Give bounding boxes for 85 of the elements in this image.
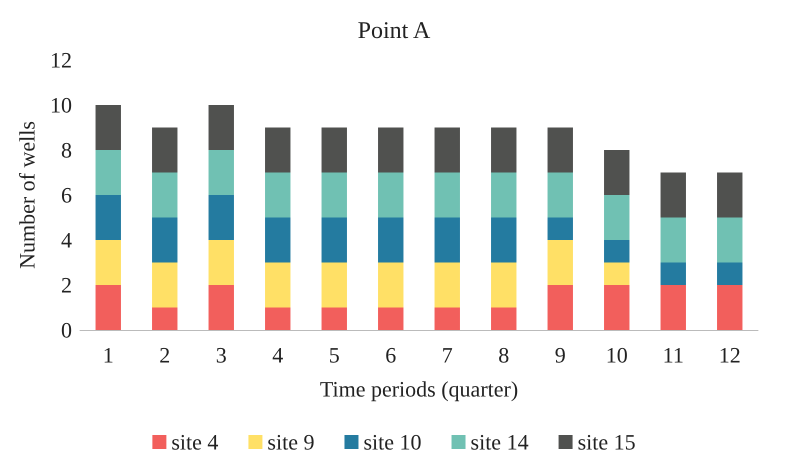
bar <box>378 308 404 330</box>
bar <box>322 308 347 330</box>
bar <box>152 308 178 330</box>
bar <box>322 262 347 308</box>
bar <box>604 150 630 195</box>
bar <box>96 150 121 195</box>
bar <box>434 262 460 308</box>
y-tick-label: 4 <box>61 228 72 252</box>
bar <box>604 195 630 240</box>
y-tick-label: 2 <box>61 272 72 298</box>
bar <box>548 218 573 240</box>
bar <box>152 262 178 308</box>
bar <box>96 105 121 150</box>
bar <box>152 172 178 218</box>
bar <box>208 195 234 240</box>
x-tick-label: 11 <box>662 342 684 368</box>
x-tick-label: 4 <box>272 342 284 368</box>
bar <box>548 172 573 218</box>
bar <box>604 285 630 330</box>
bar <box>434 128 460 172</box>
x-tick-label: 1 <box>102 342 114 368</box>
x-tick-label: 3 <box>216 342 227 368</box>
bar <box>434 308 460 330</box>
bar <box>208 285 234 330</box>
x-tick-label: 6 <box>385 342 396 368</box>
bar <box>660 262 686 285</box>
x-tick-label: 12 <box>718 342 741 368</box>
bar <box>96 285 121 330</box>
y-axis-title: Number of wells <box>14 121 40 269</box>
bar <box>378 262 404 308</box>
bar <box>322 128 347 172</box>
bar <box>265 218 290 262</box>
bar <box>378 218 404 262</box>
bar <box>548 240 573 285</box>
bar <box>491 128 516 172</box>
bar <box>604 262 630 285</box>
bar <box>208 240 234 285</box>
bar <box>548 128 573 172</box>
bar <box>717 218 742 262</box>
bar <box>152 128 178 172</box>
bar <box>434 218 460 262</box>
bar <box>265 262 290 308</box>
bar <box>265 308 290 330</box>
bar <box>378 128 404 172</box>
bar <box>265 128 290 172</box>
x-tick-label: 10 <box>606 342 628 368</box>
bar <box>660 172 686 218</box>
legend-label: site 10 <box>363 430 422 454</box>
x-tick-label: 5 <box>328 342 340 368</box>
bar <box>491 262 516 308</box>
bar <box>491 172 516 218</box>
chart-title: Point A <box>358 18 432 44</box>
y-tick-label: 8 <box>61 138 72 162</box>
legend-label: site 9 <box>267 430 314 454</box>
bar <box>717 262 742 285</box>
y-tick-label: 12 <box>50 48 72 72</box>
bar <box>548 285 573 330</box>
bar <box>322 172 347 218</box>
x-tick-label: 8 <box>498 342 510 368</box>
bar <box>96 195 121 240</box>
bar <box>96 240 121 285</box>
x-tick-label: 2 <box>159 342 170 368</box>
legend-label: site 4 <box>171 430 218 454</box>
legend-label: site 15 <box>578 430 636 454</box>
bar <box>491 308 516 330</box>
x-axis-title: Time periods (quarter) <box>320 376 518 402</box>
bar <box>717 172 742 218</box>
bar <box>152 218 178 262</box>
bar <box>265 172 290 218</box>
bar <box>717 285 742 330</box>
legend-label: site 14 <box>470 430 529 454</box>
bar <box>660 285 686 330</box>
bar <box>604 240 630 262</box>
y-tick-label: 6 <box>61 182 72 208</box>
bar <box>322 218 347 262</box>
bar <box>378 172 404 218</box>
y-tick-label: 0 <box>61 318 72 342</box>
y-tick-label: 10 <box>50 92 72 118</box>
bar <box>208 105 234 150</box>
bar <box>208 150 234 195</box>
bar <box>434 172 460 218</box>
x-tick-label: 7 <box>442 342 453 368</box>
bar <box>660 218 686 262</box>
x-tick-label: 9 <box>554 342 566 368</box>
bar <box>491 218 516 262</box>
